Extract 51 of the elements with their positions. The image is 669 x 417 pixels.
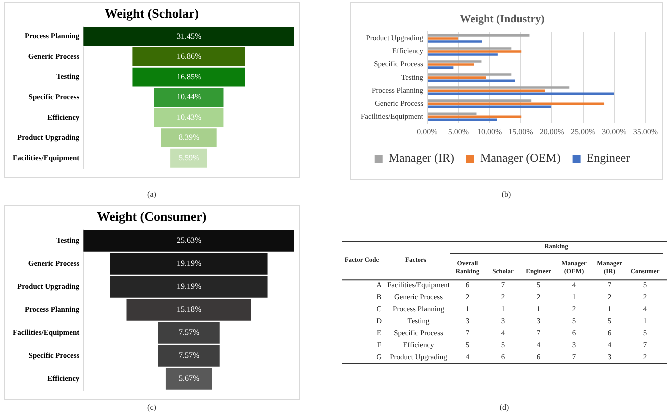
data-label: 5.59% bbox=[179, 153, 200, 162]
bar bbox=[428, 54, 498, 56]
data-label: 15.18% bbox=[177, 305, 202, 314]
data-label: 10.43% bbox=[177, 112, 202, 122]
bar bbox=[428, 40, 482, 43]
x-tick-label: 5.00% bbox=[448, 127, 470, 136]
text: Weight (Consumer) bbox=[97, 209, 207, 224]
data-label: 10.44% bbox=[177, 92, 202, 102]
bar bbox=[428, 80, 516, 82]
legend-label: Manager (OEM) bbox=[480, 151, 561, 166]
text: Weight (Scholar) bbox=[104, 6, 200, 22]
bar bbox=[428, 50, 522, 53]
legend-label: Manager (IR) bbox=[388, 151, 455, 166]
bar bbox=[428, 64, 474, 66]
bar bbox=[428, 86, 570, 89]
bar bbox=[428, 66, 454, 69]
bar bbox=[428, 112, 477, 115]
data-label: 5.67% bbox=[179, 374, 200, 384]
data-label: 7.57% bbox=[179, 351, 200, 360]
text: (c) bbox=[146, 403, 158, 412]
bar bbox=[428, 48, 512, 50]
bar bbox=[428, 102, 605, 105]
bar bbox=[428, 100, 532, 102]
bar bbox=[428, 92, 614, 96]
data-label: 31.45% bbox=[177, 32, 202, 41]
data-label: 16.85% bbox=[177, 72, 202, 82]
x-tick-label: 20.00% bbox=[540, 127, 565, 136]
text: (a) bbox=[146, 190, 158, 199]
data-label: 19.19% bbox=[177, 282, 202, 292]
x-tick-label: 0.00% bbox=[417, 127, 438, 136]
bar bbox=[428, 34, 530, 37]
data-label: 16.86% bbox=[177, 52, 202, 62]
text: (d) bbox=[498, 403, 510, 412]
bar bbox=[428, 116, 522, 118]
x-tick-label: 30.00% bbox=[602, 127, 628, 136]
data-label: 8.39% bbox=[179, 133, 200, 142]
bar bbox=[428, 90, 546, 92]
data-label: 7.57% bbox=[179, 328, 200, 338]
text: (b) bbox=[500, 190, 512, 199]
data-label: 19.19% bbox=[177, 259, 202, 268]
bar bbox=[428, 60, 482, 63]
legend-label: Engineer bbox=[586, 151, 630, 166]
x-tick-label: 25.00% bbox=[570, 127, 596, 136]
bar bbox=[428, 76, 486, 79]
data-label: 25.63% bbox=[177, 236, 202, 246]
x-tick-label: 35.00% bbox=[633, 127, 658, 136]
bar bbox=[428, 38, 458, 40]
x-tick-label: 15.00% bbox=[508, 127, 534, 136]
bar bbox=[428, 74, 512, 76]
x-tick-label: 10.00% bbox=[477, 127, 502, 136]
chart-title: Weight (Industry) bbox=[460, 13, 546, 26]
